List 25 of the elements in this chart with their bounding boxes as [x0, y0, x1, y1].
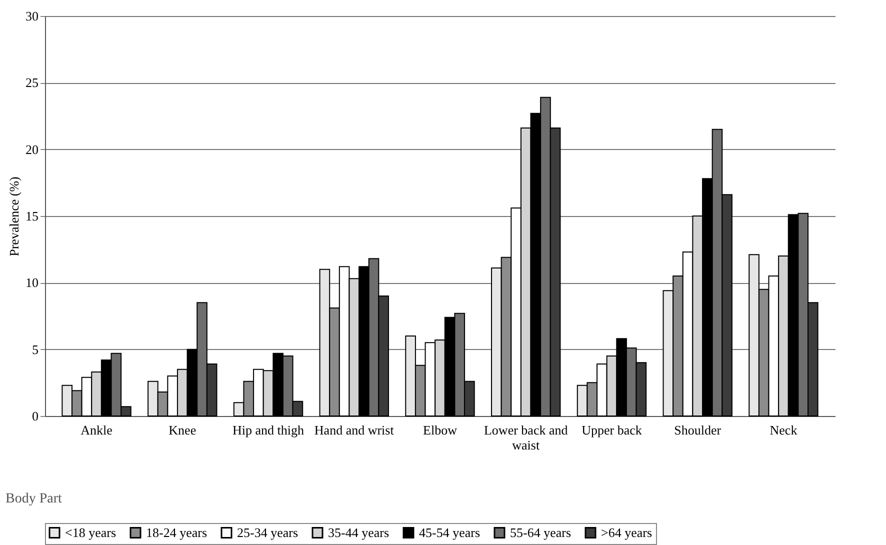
x-tick-label: Hip and thigh — [232, 422, 305, 438]
x-tick-label: Hand and wrist — [314, 422, 394, 438]
y-tick-label: 20 — [26, 142, 38, 157]
legend-label: 35-44 years — [328, 524, 390, 540]
y-tick-label: 15 — [26, 208, 38, 224]
legend-label: 25-34 years — [237, 524, 298, 540]
legend-label: 18-24 years — [146, 524, 208, 540]
x-tick-label: Neck — [770, 422, 798, 438]
legend-label: 55-64 years — [510, 524, 572, 540]
x-tick-label: Shoulder — [674, 422, 722, 438]
y-tick-label: 0 — [32, 408, 38, 424]
x-tick-label: Upper back — [582, 422, 642, 438]
y-tick-label: 10 — [26, 275, 38, 290]
y-tick-label: 30 — [26, 8, 38, 24]
y-tick-label: 25 — [26, 75, 38, 90]
y-tick-label: 5 — [32, 342, 38, 357]
legend-label: <18 years — [65, 524, 116, 540]
legend-label: 45-54 years — [419, 524, 480, 540]
legend-label: >64 years — [601, 524, 652, 540]
x-tick-label: Knee — [168, 422, 196, 438]
x-tick-label: Elbow — [423, 422, 458, 438]
x-tick-label: Ankle — [80, 422, 113, 438]
y-axis-title: Prevalence (%) — [6, 176, 22, 256]
x-axis-title: Body Part — [6, 492, 62, 506]
x-tick-label: Lower back and waist — [484, 422, 568, 452]
